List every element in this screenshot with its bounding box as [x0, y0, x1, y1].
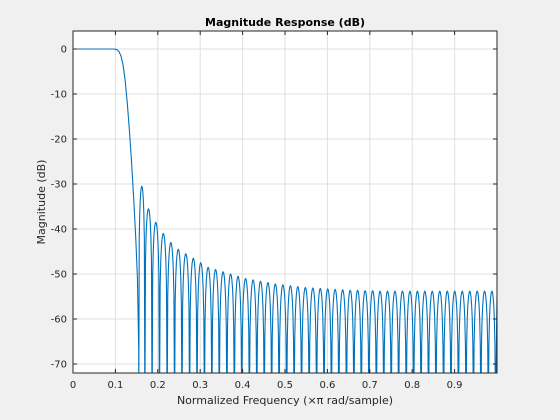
chart-title: Magnitude Response (dB)	[205, 16, 365, 29]
y-tick-label: -40	[51, 225, 67, 236]
x-tick-label: 0.1	[107, 380, 123, 391]
x-tick-label: 0	[70, 380, 76, 391]
magnitude-response-line	[73, 48, 497, 373]
x-axis-label: Normalized Frequency (×π rad/sample)	[177, 394, 393, 407]
y-tick-label: -70	[51, 360, 67, 371]
y-axis-label: Magnitude (dB)	[35, 160, 48, 245]
tick-marks	[72, 31, 497, 373]
x-tick-label: 0.6	[319, 380, 335, 391]
x-tick-label: 0.5	[277, 380, 293, 391]
x-tick-label: 0.7	[362, 380, 378, 391]
x-tick-label: 0.8	[404, 380, 420, 391]
y-tick-label: -30	[51, 180, 67, 191]
x-tick-label: 0.9	[447, 380, 463, 391]
y-tick-label: -10	[51, 90, 67, 101]
x-tick-label: 0.4	[235, 380, 251, 391]
x-tick-label: 0.3	[192, 380, 208, 391]
y-tick-label: -50	[51, 270, 67, 281]
y-tick-label: 0	[61, 45, 67, 56]
y-tick-label: -60	[51, 315, 67, 326]
y-tick-label: -20	[51, 135, 67, 146]
x-tick-labels: 0 0.1 0.2 0.3 0.4 0.5 0.6 0.7 0.8 0.9	[70, 380, 463, 391]
y-tick-labels: 0 -10 -20 -30 -40 -50 -60 -70	[51, 45, 67, 371]
x-tick-label: 0.2	[150, 380, 166, 391]
series-group	[73, 48, 497, 373]
